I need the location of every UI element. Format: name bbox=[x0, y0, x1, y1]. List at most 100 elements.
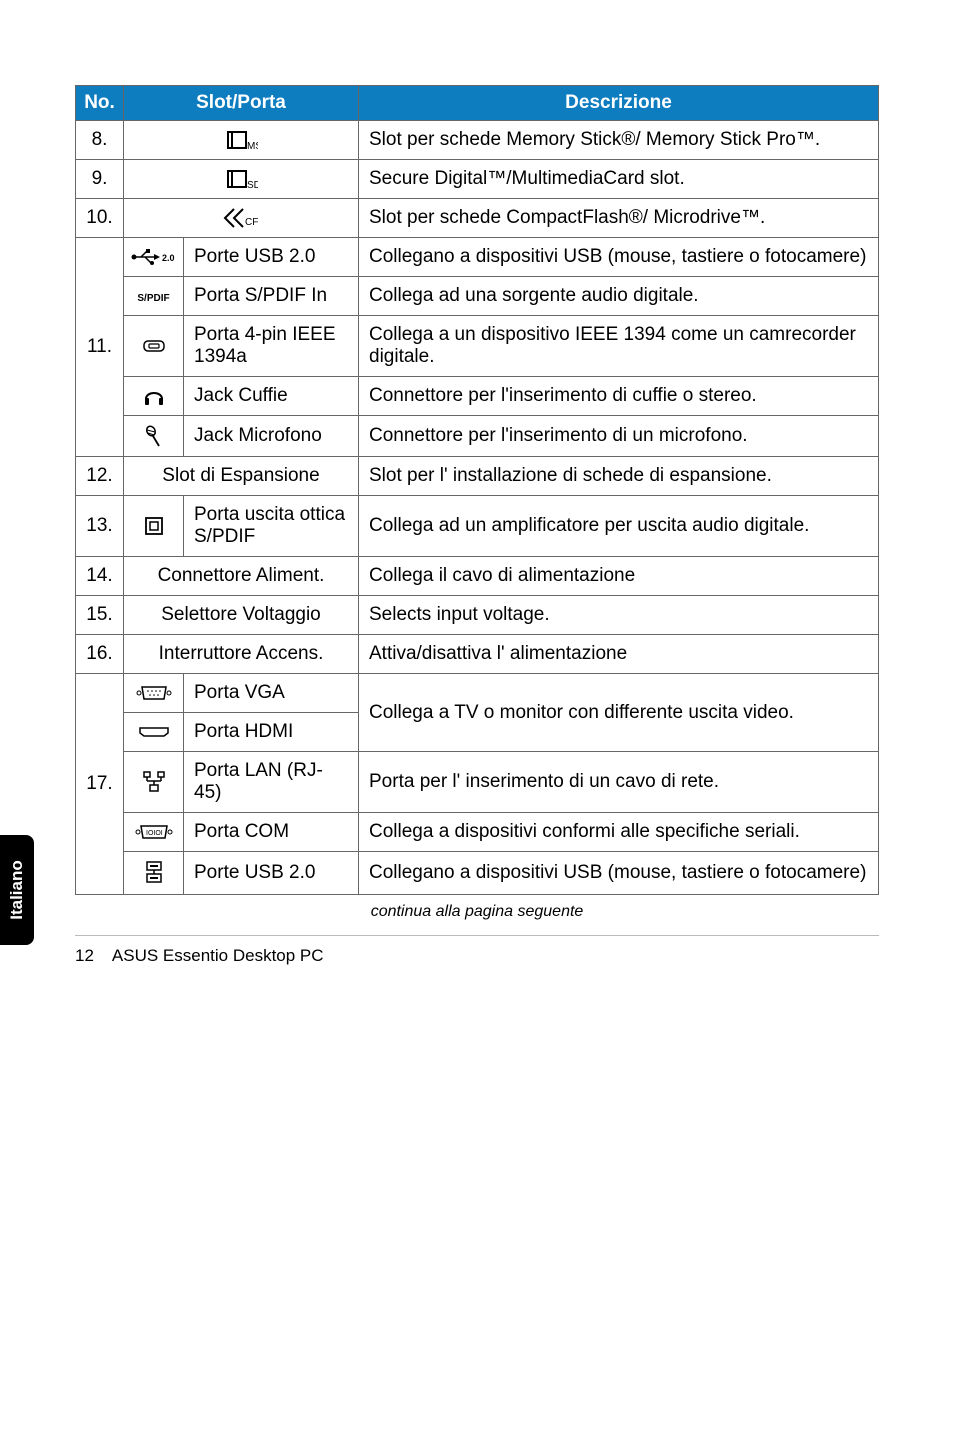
header-no: No. bbox=[76, 86, 124, 121]
footer-page-num: 12 bbox=[75, 946, 94, 965]
cell-desc: Connettore per l'inserimento di un micro… bbox=[359, 416, 879, 457]
table-row: Porta 4-pin IEEE 1394a Collega a un disp… bbox=[76, 316, 879, 377]
footer-title: ASUS Essentio Desktop PC bbox=[112, 946, 324, 965]
usb-icon: 2.0 bbox=[128, 248, 179, 266]
table-row: 8. MS Slot per schede Memory Stick®/ Mem… bbox=[76, 121, 879, 160]
cell-no: 8. bbox=[76, 121, 124, 160]
cell-desc: Porta per l' inserimento di un cavo di r… bbox=[359, 752, 879, 813]
cell-no: 11. bbox=[76, 238, 124, 457]
cell-desc: Attiva/disattiva l' alimentazione bbox=[359, 635, 879, 674]
com-port-icon: IOIOI bbox=[128, 823, 179, 841]
table-row: 10. CF Slot per schede CompactFlash®/ Mi… bbox=[76, 199, 879, 238]
cell-slot-icon: MS bbox=[124, 121, 359, 160]
cell-icon bbox=[124, 713, 184, 752]
cell-no: 17. bbox=[76, 674, 124, 895]
cell-label: Porte USB 2.0 bbox=[184, 238, 359, 277]
cell-desc: Collega a un dispositivo IEEE 1394 come … bbox=[359, 316, 879, 377]
table-row: S/PDIF Porta S/PDIF In Collega ad una so… bbox=[76, 277, 879, 316]
cell-slot-label: Slot di Espansione bbox=[124, 457, 359, 496]
cell-desc: Slot per schede Memory Stick®/ Memory St… bbox=[359, 121, 879, 160]
table-row: 11. 2.0 Porte USB 2.0 Collegano bbox=[76, 238, 879, 277]
table-row: 16. Interruttore Accens. Attiva/disattiv… bbox=[76, 635, 879, 674]
cell-label: Porta 4-pin IEEE 1394a bbox=[184, 316, 359, 377]
cell-desc: Slot per schede CompactFlash®/ Microdriv… bbox=[359, 199, 879, 238]
cell-label: Porta uscita ottica S/PDIF bbox=[184, 496, 359, 557]
usb-stack-icon bbox=[128, 860, 179, 886]
svg-text:SD: SD bbox=[247, 180, 258, 190]
table-row: IOIOI Porta COM Collega a dispositivi co… bbox=[76, 813, 879, 852]
cell-icon bbox=[124, 752, 184, 813]
cell-slot-label: Connettore Aliment. bbox=[124, 557, 359, 596]
cell-desc: Collegano a dispositivi USB (mouse, tast… bbox=[359, 238, 879, 277]
table-row: Porta LAN (RJ-45) Porta per l' inserimen… bbox=[76, 752, 879, 813]
cell-desc: Slot per l' installazione di schede di e… bbox=[359, 457, 879, 496]
cell-icon: 2.0 bbox=[124, 238, 184, 277]
memory-stick-icon: MS bbox=[134, 129, 348, 151]
cell-slot-icon: CF bbox=[124, 199, 359, 238]
svg-text:CF: CF bbox=[245, 217, 258, 228]
cell-no: 15. bbox=[76, 596, 124, 635]
cell-icon bbox=[124, 416, 184, 457]
sd-card-icon: SD bbox=[134, 168, 348, 190]
cell-desc: Connettore per l'inserimento di cuffie o… bbox=[359, 377, 879, 416]
headphone-icon bbox=[128, 385, 179, 407]
table-row: 9. SD Secure Digital™/MultimediaCard slo… bbox=[76, 160, 879, 199]
cell-no: 9. bbox=[76, 160, 124, 199]
table-row: 12. Slot di Espansione Slot per l' insta… bbox=[76, 457, 879, 496]
cell-icon bbox=[124, 852, 184, 895]
cell-desc: Collega a dispositivi conformi alle spec… bbox=[359, 813, 879, 852]
header-desc: Descrizione bbox=[359, 86, 879, 121]
cell-desc: Secure Digital™/MultimediaCard slot. bbox=[359, 160, 879, 199]
cell-label: Porte USB 2.0 bbox=[184, 852, 359, 895]
cell-icon: S/PDIF bbox=[124, 277, 184, 316]
table-row: Porte USB 2.0 Collegano a dispositivi US… bbox=[76, 852, 879, 895]
cell-no: 10. bbox=[76, 199, 124, 238]
ports-table: No. Slot/Porta Descrizione 8. MS Slot pe… bbox=[75, 85, 879, 895]
cell-desc: Selects input voltage. bbox=[359, 596, 879, 635]
cell-no: 16. bbox=[76, 635, 124, 674]
cell-label: Porta COM bbox=[184, 813, 359, 852]
cell-no: 13. bbox=[76, 496, 124, 557]
table-row: 13. Porta uscita ottica S/PDIF Collega a… bbox=[76, 496, 879, 557]
cell-label: Porta LAN (RJ-45) bbox=[184, 752, 359, 813]
cell-label: Jack Cuffie bbox=[184, 377, 359, 416]
caption-continued: continua alla pagina seguente bbox=[75, 903, 879, 921]
ieee1394-icon bbox=[128, 336, 179, 356]
table-row: Jack Microfono Connettore per l'inserime… bbox=[76, 416, 879, 457]
cell-label: Porta S/PDIF In bbox=[184, 277, 359, 316]
cell-no: 14. bbox=[76, 557, 124, 596]
cell-slot-icon: SD bbox=[124, 160, 359, 199]
cell-slot-label: Interruttore Accens. bbox=[124, 635, 359, 674]
table-row: 15. Selettore Voltaggio Selects input vo… bbox=[76, 596, 879, 635]
cell-icon: IOIOI bbox=[124, 813, 184, 852]
table-row: 17. Porta VGA Collega a TV o monitor con… bbox=[76, 674, 879, 713]
cell-icon bbox=[124, 496, 184, 557]
cell-desc: Collega ad una sorgente audio digitale. bbox=[359, 277, 879, 316]
microphone-icon bbox=[128, 424, 179, 448]
table-row: 14. Connettore Aliment. Collega il cavo … bbox=[76, 557, 879, 596]
lan-icon bbox=[128, 770, 179, 794]
svg-text:2.0: 2.0 bbox=[162, 253, 175, 263]
svg-text:MS: MS bbox=[247, 141, 258, 151]
svg-text:IOIOI: IOIOI bbox=[146, 830, 163, 837]
compactflash-icon: CF bbox=[134, 207, 348, 229]
cell-icon bbox=[124, 377, 184, 416]
cell-label: Porta VGA bbox=[184, 674, 359, 713]
cell-icon bbox=[124, 674, 184, 713]
header-slot: Slot/Porta bbox=[124, 86, 359, 121]
cell-label: Porta HDMI bbox=[184, 713, 359, 752]
cell-desc: Collega a TV o monitor con differente us… bbox=[359, 674, 879, 752]
cell-slot-label: Selettore Voltaggio bbox=[124, 596, 359, 635]
cell-no: 12. bbox=[76, 457, 124, 496]
page-footer: 12 ASUS Essentio Desktop PC bbox=[75, 935, 879, 966]
optical-spdif-icon bbox=[128, 514, 179, 538]
spdif-in-icon: S/PDIF bbox=[137, 293, 169, 304]
table-row: Jack Cuffie Connettore per l'inserimento… bbox=[76, 377, 879, 416]
hdmi-icon bbox=[128, 725, 179, 739]
cell-icon bbox=[124, 316, 184, 377]
cell-label: Jack Microfono bbox=[184, 416, 359, 457]
cell-desc: Collega ad un amplificatore per uscita a… bbox=[359, 496, 879, 557]
vga-icon bbox=[128, 684, 179, 702]
cell-desc: Collega il cavo di alimentazione bbox=[359, 557, 879, 596]
cell-desc: Collegano a dispositivi USB (mouse, tast… bbox=[359, 852, 879, 895]
